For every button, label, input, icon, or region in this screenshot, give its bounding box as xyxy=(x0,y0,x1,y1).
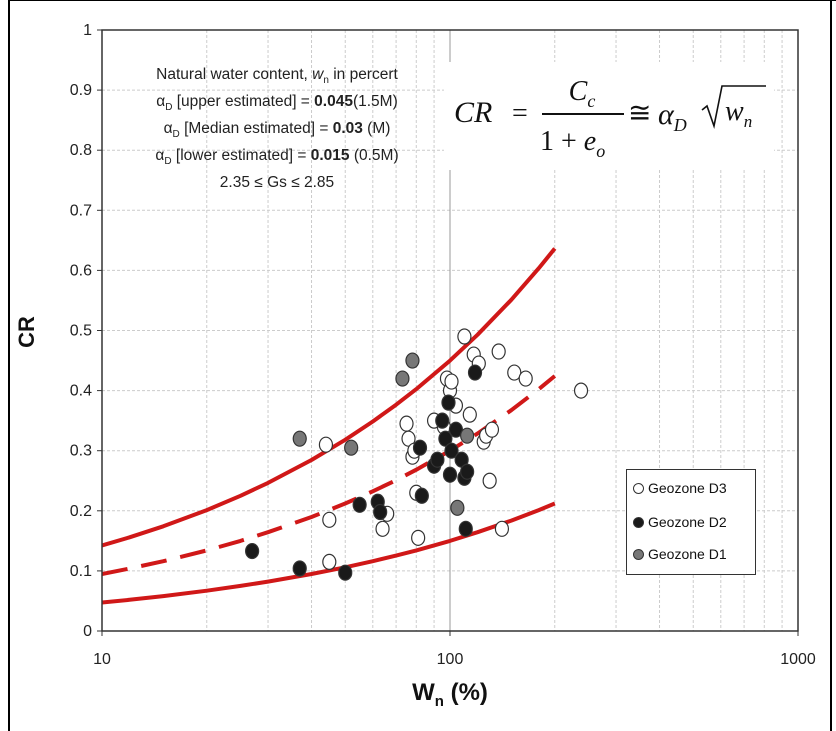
x-tick-label: 1000 xyxy=(780,651,816,668)
axis-layer: 0 0.1 0.2 0.3 0.4 0.5 0.6 0.7 0.8 0.9 1 10 100 1000 xyxy=(70,22,816,668)
legend-marker-d3 xyxy=(633,482,644,494)
legend-item-d2: Geozone D2 xyxy=(633,512,727,532)
legend-label-d3: Geozone D3 xyxy=(648,480,727,496)
formula-numerator: Cc xyxy=(569,76,596,111)
frame-left-border xyxy=(8,0,10,731)
point-geozone-d2 xyxy=(435,412,450,429)
y-tick-label: 0.3 xyxy=(70,443,92,460)
point-geozone-d2 xyxy=(352,496,367,513)
point-geozone-d2 xyxy=(460,463,475,480)
point-geozone-d2 xyxy=(430,451,445,468)
point-geozone-d2 xyxy=(441,394,456,411)
formula-denominator: 1 + eo xyxy=(540,126,605,161)
frame-right-border xyxy=(830,0,832,731)
point-geozone-d2 xyxy=(438,430,453,447)
legend-item-d3: Geozone D3 xyxy=(633,478,727,498)
y-tick-label: 0.6 xyxy=(70,262,92,279)
point-geozone-d2 xyxy=(442,466,458,483)
point-geozone-d3 xyxy=(462,406,477,423)
point-geozone-d3 xyxy=(482,472,497,489)
curve-median xyxy=(102,374,557,576)
point-layer xyxy=(245,328,589,581)
x-tick-label: 100 xyxy=(437,651,464,668)
point-geozone-d2 xyxy=(467,364,483,381)
formula-radicand: wn xyxy=(725,96,752,131)
legend-marker-d1 xyxy=(633,548,644,560)
point-geozone-d3 xyxy=(411,529,426,546)
formula-approx-sign: ≅ xyxy=(628,98,651,129)
y-tick-label: 0.1 xyxy=(70,563,92,580)
formula-alpha: αD xyxy=(658,98,687,135)
point-geozone-d3 xyxy=(399,415,414,432)
legend: Geozone D3 Geozone D2 Geozone D1 xyxy=(626,469,756,575)
point-geozone-d1 xyxy=(405,352,420,369)
y-tick-label: 0.9 xyxy=(70,82,92,99)
point-geozone-d2 xyxy=(444,442,459,459)
x-tick-label: 10 xyxy=(93,651,111,668)
point-geozone-d3 xyxy=(444,373,459,390)
point-geozone-d2 xyxy=(338,564,353,581)
annotation-line-gs-range: 2.35 ≤ Gs ≤ 2.85 xyxy=(219,174,335,192)
point-geozone-d3 xyxy=(375,520,390,537)
legend-label-d1: Geozone D1 xyxy=(648,546,727,562)
annotation-line-water-content: Natural water content, wn in percert xyxy=(156,66,398,87)
point-geozone-d3 xyxy=(491,343,506,360)
formula-radical-sign xyxy=(701,85,766,130)
formula-lhs: CR xyxy=(454,96,492,129)
point-geozone-d3 xyxy=(322,511,337,528)
y-tick-label: 1 xyxy=(83,22,92,39)
point-geozone-d1 xyxy=(450,499,465,516)
curve-lower xyxy=(102,501,556,605)
point-geozone-d2 xyxy=(292,560,307,577)
point-geozone-d1 xyxy=(292,430,307,447)
point-geozone-d1 xyxy=(460,427,475,444)
formula-graphic: CR = Cc 1 + eo ≅ αD wn xyxy=(454,76,766,161)
point-geozone-d3 xyxy=(318,436,334,453)
point-geozone-d1 xyxy=(395,370,410,387)
y-tick-label: 0.2 xyxy=(70,503,92,520)
point-geozone-d3 xyxy=(484,421,500,438)
point-geozone-d2 xyxy=(412,439,428,456)
point-geozone-d2 xyxy=(245,542,260,560)
legend-marker-d2 xyxy=(633,516,644,528)
legend-item-d1: Geozone D1 xyxy=(633,544,727,564)
formula-box: CR = Cc 1 + eo ≅ αD wn xyxy=(444,62,774,170)
annotation-line-lower: αD [lower estimated] = 0.015 (0.5M) xyxy=(155,147,399,168)
point-geozone-d3 xyxy=(457,328,472,345)
y-tick-label: 0.5 xyxy=(70,323,92,340)
annotation-text-block: Natural water content, wn in percert αD … xyxy=(112,64,442,193)
point-geozone-d3 xyxy=(494,520,510,537)
y-tick-label: 0 xyxy=(83,623,92,640)
x-axis-title: Wn (%) xyxy=(412,679,488,710)
curve-upper xyxy=(102,247,557,548)
formula-equals: = xyxy=(512,98,528,129)
point-geozone-d3 xyxy=(507,364,522,381)
frame-top-border xyxy=(8,0,836,1)
annotation-line-median: αD [Median estimated] = 0.03 (M) xyxy=(163,120,391,141)
point-geozone-d1 xyxy=(344,439,359,456)
y-tick-label: 0.8 xyxy=(70,142,92,159)
point-geozone-d2 xyxy=(373,503,388,521)
point-geozone-d2 xyxy=(414,487,429,504)
y-tick-label: 0.4 xyxy=(70,383,92,400)
curve-layer xyxy=(102,247,557,605)
y-axis-title: CR xyxy=(14,316,39,348)
point-geozone-d3 xyxy=(322,553,337,570)
legend-label-d2: Geozone D2 xyxy=(648,514,727,530)
point-geozone-d2 xyxy=(458,520,473,537)
point-geozone-d3 xyxy=(573,382,589,399)
point-geozone-d3 xyxy=(518,370,533,387)
y-tick-label: 0.7 xyxy=(70,202,92,219)
annotation-line-upper: αD [upper estimated] = 0.045(1.5M) xyxy=(156,93,398,114)
